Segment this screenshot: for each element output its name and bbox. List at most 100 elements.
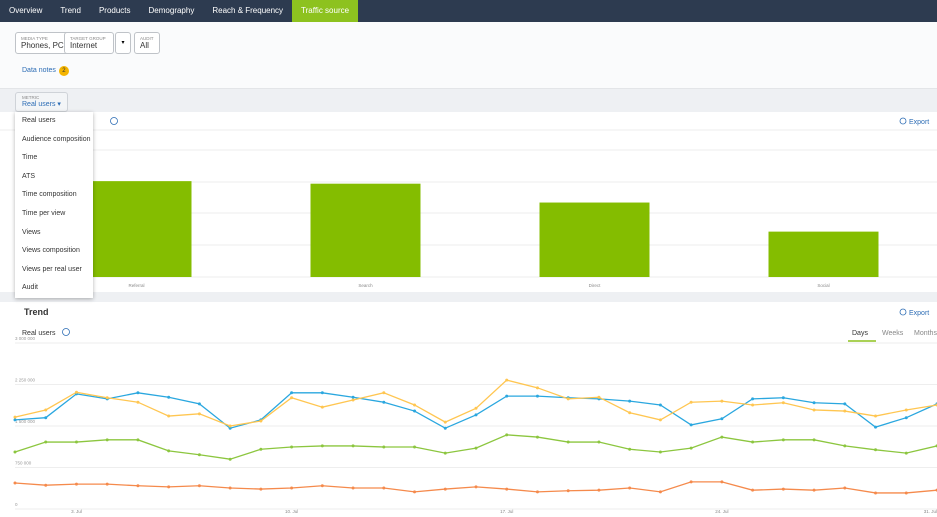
filter-caret[interactable]: ▾	[115, 32, 131, 54]
y-tick-label: 3 000 000	[15, 336, 36, 341]
point	[443, 451, 447, 455]
menu-item[interactable]: Views per real user	[22, 265, 82, 273]
metric-value: Real users ▾	[22, 101, 61, 108]
point	[74, 482, 78, 486]
point	[904, 491, 908, 495]
nav-bar: Overview Trend Products Demography Reach & F…	[0, 0, 937, 22]
metric-select[interactable]: METRIC Real users ▾	[15, 92, 68, 112]
point	[13, 481, 17, 485]
menu-item[interactable]: Real users	[22, 117, 56, 124]
point	[597, 395, 601, 399]
menu-item[interactable]: Views composition	[22, 247, 80, 255]
x-tick-label: Search	[358, 283, 373, 288]
point	[443, 420, 447, 424]
filter[interactable]: AUDIT All	[134, 32, 160, 54]
nav-tab[interactable]: Trend	[60, 6, 81, 15]
point	[74, 440, 78, 444]
filter[interactable]: TARGET GROUP Internet	[64, 32, 114, 54]
period-tab[interactable]: Weeks	[882, 330, 904, 337]
point	[720, 399, 724, 403]
point	[781, 396, 785, 400]
point	[812, 401, 816, 405]
point	[351, 395, 355, 399]
point	[535, 394, 539, 398]
point	[413, 409, 417, 413]
point	[812, 408, 816, 412]
point	[259, 447, 263, 451]
point	[720, 480, 724, 484]
filters-area: MEDIA TYPE Phones, PC TARGET GROUP Interne…	[0, 22, 937, 89]
point	[228, 486, 232, 490]
x-tick-label: Social	[817, 283, 829, 288]
point	[136, 484, 140, 488]
info-icon	[110, 117, 118, 125]
point	[843, 444, 847, 448]
point	[781, 487, 785, 491]
point	[136, 438, 140, 442]
menu-item[interactable]: Time composition	[22, 191, 77, 199]
point	[874, 491, 878, 495]
point	[136, 400, 140, 404]
y-tick-label: 2 250 000	[15, 378, 36, 383]
point	[535, 490, 539, 494]
x-tick-label: Direct	[589, 283, 602, 288]
point	[751, 397, 755, 401]
point	[13, 450, 17, 454]
data-notes-count: 2	[58, 66, 69, 76]
point	[812, 488, 816, 492]
point	[474, 485, 478, 489]
x-tick-label: 17. Jul	[500, 509, 513, 514]
nav-tab[interactable]: Overview	[9, 6, 43, 15]
point	[44, 416, 48, 420]
point	[597, 440, 601, 444]
period-tab[interactable]: Months	[914, 330, 937, 337]
x-tick-label: 24. Jul	[715, 509, 728, 514]
export-button: Export	[909, 310, 929, 317]
export-icon[interactable]	[899, 117, 907, 125]
metric-value-text: Real users	[22, 101, 56, 108]
point	[413, 403, 417, 407]
menu-item[interactable]: Audit	[22, 284, 38, 292]
y-tick-label: 1 500 000	[15, 419, 36, 424]
y-tick-label: 0	[15, 502, 18, 507]
filter[interactable]: MEDIA TYPE Phones, PC	[15, 32, 70, 54]
point	[136, 391, 140, 395]
point	[658, 450, 662, 454]
filter-label: TARGET GROUP	[70, 36, 106, 41]
point	[781, 401, 785, 405]
point	[44, 440, 48, 444]
point	[720, 435, 724, 439]
nav-tab[interactable]: Traffic source	[292, 0, 359, 22]
point	[443, 426, 447, 430]
point	[259, 487, 263, 491]
menu-item[interactable]: Time	[22, 154, 38, 162]
chart-title: Trend	[24, 307, 49, 317]
metric-label: METRIC	[22, 95, 40, 100]
x-tick-label: 31. Jul	[924, 509, 937, 514]
nav-tab[interactable]: Demography	[148, 6, 195, 15]
period-tab[interactable]: Days	[852, 330, 868, 337]
point	[290, 396, 294, 400]
x-tick-label: Referral	[128, 283, 144, 288]
menu-item[interactable]: Audience composition	[22, 135, 91, 143]
point	[658, 418, 662, 422]
menu-item[interactable]: Time per view	[22, 209, 66, 217]
point	[105, 438, 109, 442]
point	[290, 391, 294, 395]
bar	[539, 202, 650, 277]
point	[320, 405, 324, 409]
data-notes[interactable]: Data notes 2	[22, 66, 69, 76]
nav-tab[interactable]: Reach & Frequency	[212, 6, 284, 15]
point	[105, 482, 109, 486]
point	[505, 487, 509, 491]
bar	[81, 181, 192, 277]
point	[843, 402, 847, 406]
export-icon[interactable]	[899, 308, 907, 316]
point	[443, 487, 447, 491]
menu-item[interactable]: Views	[22, 228, 41, 236]
point	[167, 449, 171, 453]
menu-item[interactable]: ATS	[22, 172, 36, 180]
point	[44, 483, 48, 487]
point	[197, 484, 201, 488]
nav-tab[interactable]: Products	[98, 6, 131, 15]
